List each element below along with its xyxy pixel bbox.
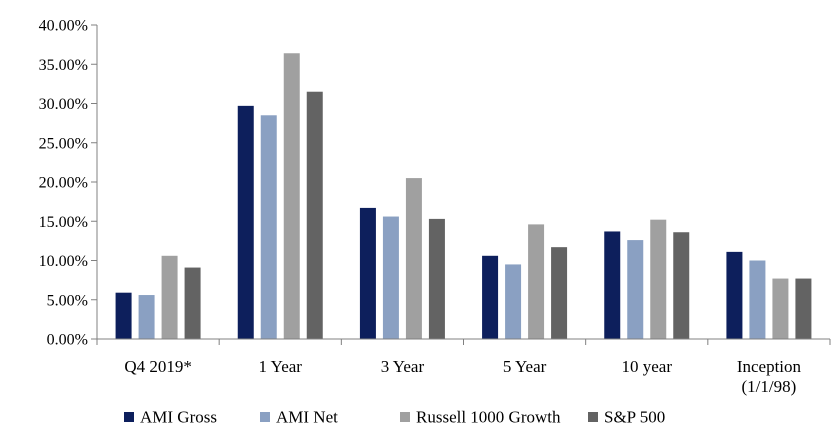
- bars: [115, 53, 812, 339]
- y-tick-label: 35.00%: [39, 57, 88, 74]
- bar: [505, 264, 522, 339]
- bar: [604, 231, 621, 339]
- y-tick-label: 15.00%: [39, 214, 88, 231]
- legend-swatch: [588, 412, 598, 422]
- y-tick-label: 40.00%: [39, 18, 88, 35]
- bar: [237, 105, 254, 339]
- bar: [749, 260, 766, 339]
- x-tick-label: 1 Year: [259, 357, 303, 376]
- bar: [673, 232, 690, 339]
- y-tick-label: 0.00%: [47, 332, 88, 349]
- bar: [161, 255, 178, 339]
- bar: [138, 295, 155, 339]
- legend-label: Russell 1000 Growth: [416, 408, 561, 427]
- bar: [551, 247, 568, 339]
- bar: [627, 240, 644, 339]
- bar: [650, 219, 667, 339]
- bar: [795, 278, 812, 339]
- bar: [382, 216, 399, 339]
- y-tick-label: 30.00%: [39, 96, 88, 113]
- x-tick-label: 3 Year: [381, 357, 425, 376]
- legend-swatch: [124, 412, 134, 422]
- x-tick-label: (1/1/98): [742, 377, 797, 396]
- legend-swatch: [260, 412, 270, 422]
- y-axis: 0.00% 5.00% 10.00% 15.00% 20.00% 25.00% 30.00%…: [39, 18, 98, 349]
- bar: [482, 255, 499, 339]
- bar: [283, 53, 300, 339]
- legend: AMI Gross AMI Net Russell 1000 Growth S&P 5…: [124, 408, 665, 427]
- x-tick-label: Inception: [737, 357, 802, 376]
- legend-label: S&P 500: [604, 408, 665, 427]
- bar: [306, 91, 323, 339]
- bar: [772, 278, 789, 339]
- bar: [184, 267, 201, 339]
- bar: [528, 224, 545, 339]
- legend-swatch: [400, 412, 410, 422]
- y-tick-label: 25.00%: [39, 135, 88, 152]
- y-tick-label: 10.00%: [39, 253, 88, 270]
- y-tick-label: 5.00%: [47, 292, 88, 309]
- bar: [428, 218, 445, 339]
- bar: [260, 115, 277, 339]
- x-tick-label: Q4 2019*: [124, 357, 192, 376]
- bar: [115, 292, 132, 339]
- y-tick-label: 20.00%: [39, 175, 88, 192]
- bar: [726, 251, 743, 339]
- x-tick-label: 10 year: [621, 357, 672, 376]
- x-axis: Q4 2019* 1 Year 3 Year 5 Year 10 year Incepti…: [96, 338, 831, 396]
- legend-label: AMI Gross: [140, 408, 217, 427]
- bar: [359, 207, 376, 339]
- x-tick-label: 5 Year: [503, 357, 547, 376]
- legend-label: AMI Net: [276, 408, 338, 427]
- bar: [405, 178, 422, 339]
